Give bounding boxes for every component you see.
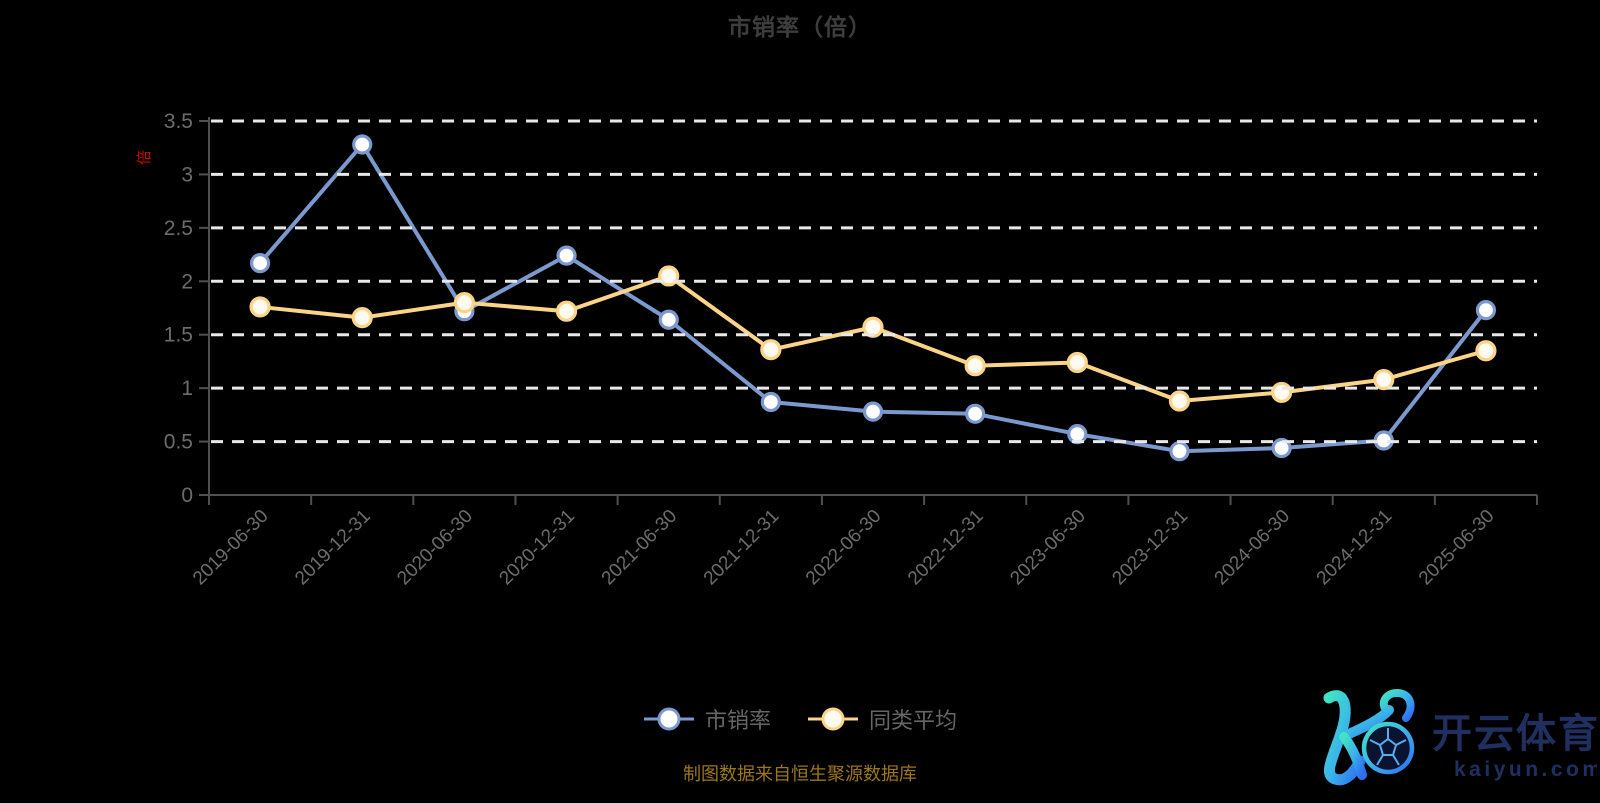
svg-text:1.5: 1.5 — [164, 324, 193, 347]
chart-title: 市销率（倍） — [728, 14, 872, 40]
svg-text:2: 2 — [181, 270, 193, 293]
logo-domain-text: kaiyun.com — [1454, 758, 1597, 781]
svg-text:2025-06-30: 2025-06-30 — [1415, 506, 1499, 590]
legend-label-psr: 市销率 — [704, 708, 771, 733]
kaiyun-logo-icon: 开云体育 kaiyun.com — [1323, 688, 1600, 786]
svg-text:2022-12-31: 2022-12-31 — [904, 506, 988, 590]
svg-text:3.5: 3.5 — [164, 110, 193, 133]
svg-text:2.5: 2.5 — [164, 217, 193, 240]
svg-text:0: 0 — [181, 484, 193, 507]
svg-text:2021-06-30: 2021-06-30 — [598, 506, 682, 590]
svg-text:2023-06-30: 2023-06-30 — [1006, 506, 1090, 590]
legend-item-psr[interactable]: 市销率 — [643, 703, 771, 735]
logo-brand-text: 开云体育 — [1432, 712, 1597, 756]
svg-text:2021-12-31: 2021-12-31 — [700, 506, 784, 590]
svg-text:2019-12-31: 2019-12-31 — [291, 506, 375, 590]
data-source-note: 制图数据来自恒生聚源数据库 — [683, 764, 917, 784]
svg-text:2024-06-30: 2024-06-30 — [1211, 506, 1295, 590]
svg-text:1: 1 — [181, 377, 193, 400]
svg-text:2024-12-31: 2024-12-31 — [1313, 506, 1397, 590]
svg-text:2020-12-31: 2020-12-31 — [495, 506, 579, 590]
legend-marker-peer-average-icon — [808, 707, 858, 731]
svg-text:2020-06-30: 2020-06-30 — [393, 506, 477, 590]
svg-text:2023-12-31: 2023-12-31 — [1108, 506, 1192, 590]
legend-marker-psr-icon — [643, 707, 694, 731]
soccer-ball-icon — [1361, 721, 1415, 775]
svg-text:2022-06-30: 2022-06-30 — [802, 506, 886, 590]
kaiyun-logo[interactable]: 开云体育 kaiyun.com — [1285, 666, 1600, 798]
svg-text:3: 3 — [181, 163, 193, 186]
legend: 市销率 同类平均 — [0, 703, 1600, 735]
legend-item-peer-average[interactable]: 同类平均 — [807, 703, 957, 735]
svg-text:0.5: 0.5 — [164, 431, 193, 454]
svg-text:2019-06-30: 2019-06-30 — [189, 506, 273, 590]
legend-label-peer-average: 同类平均 — [869, 708, 958, 733]
